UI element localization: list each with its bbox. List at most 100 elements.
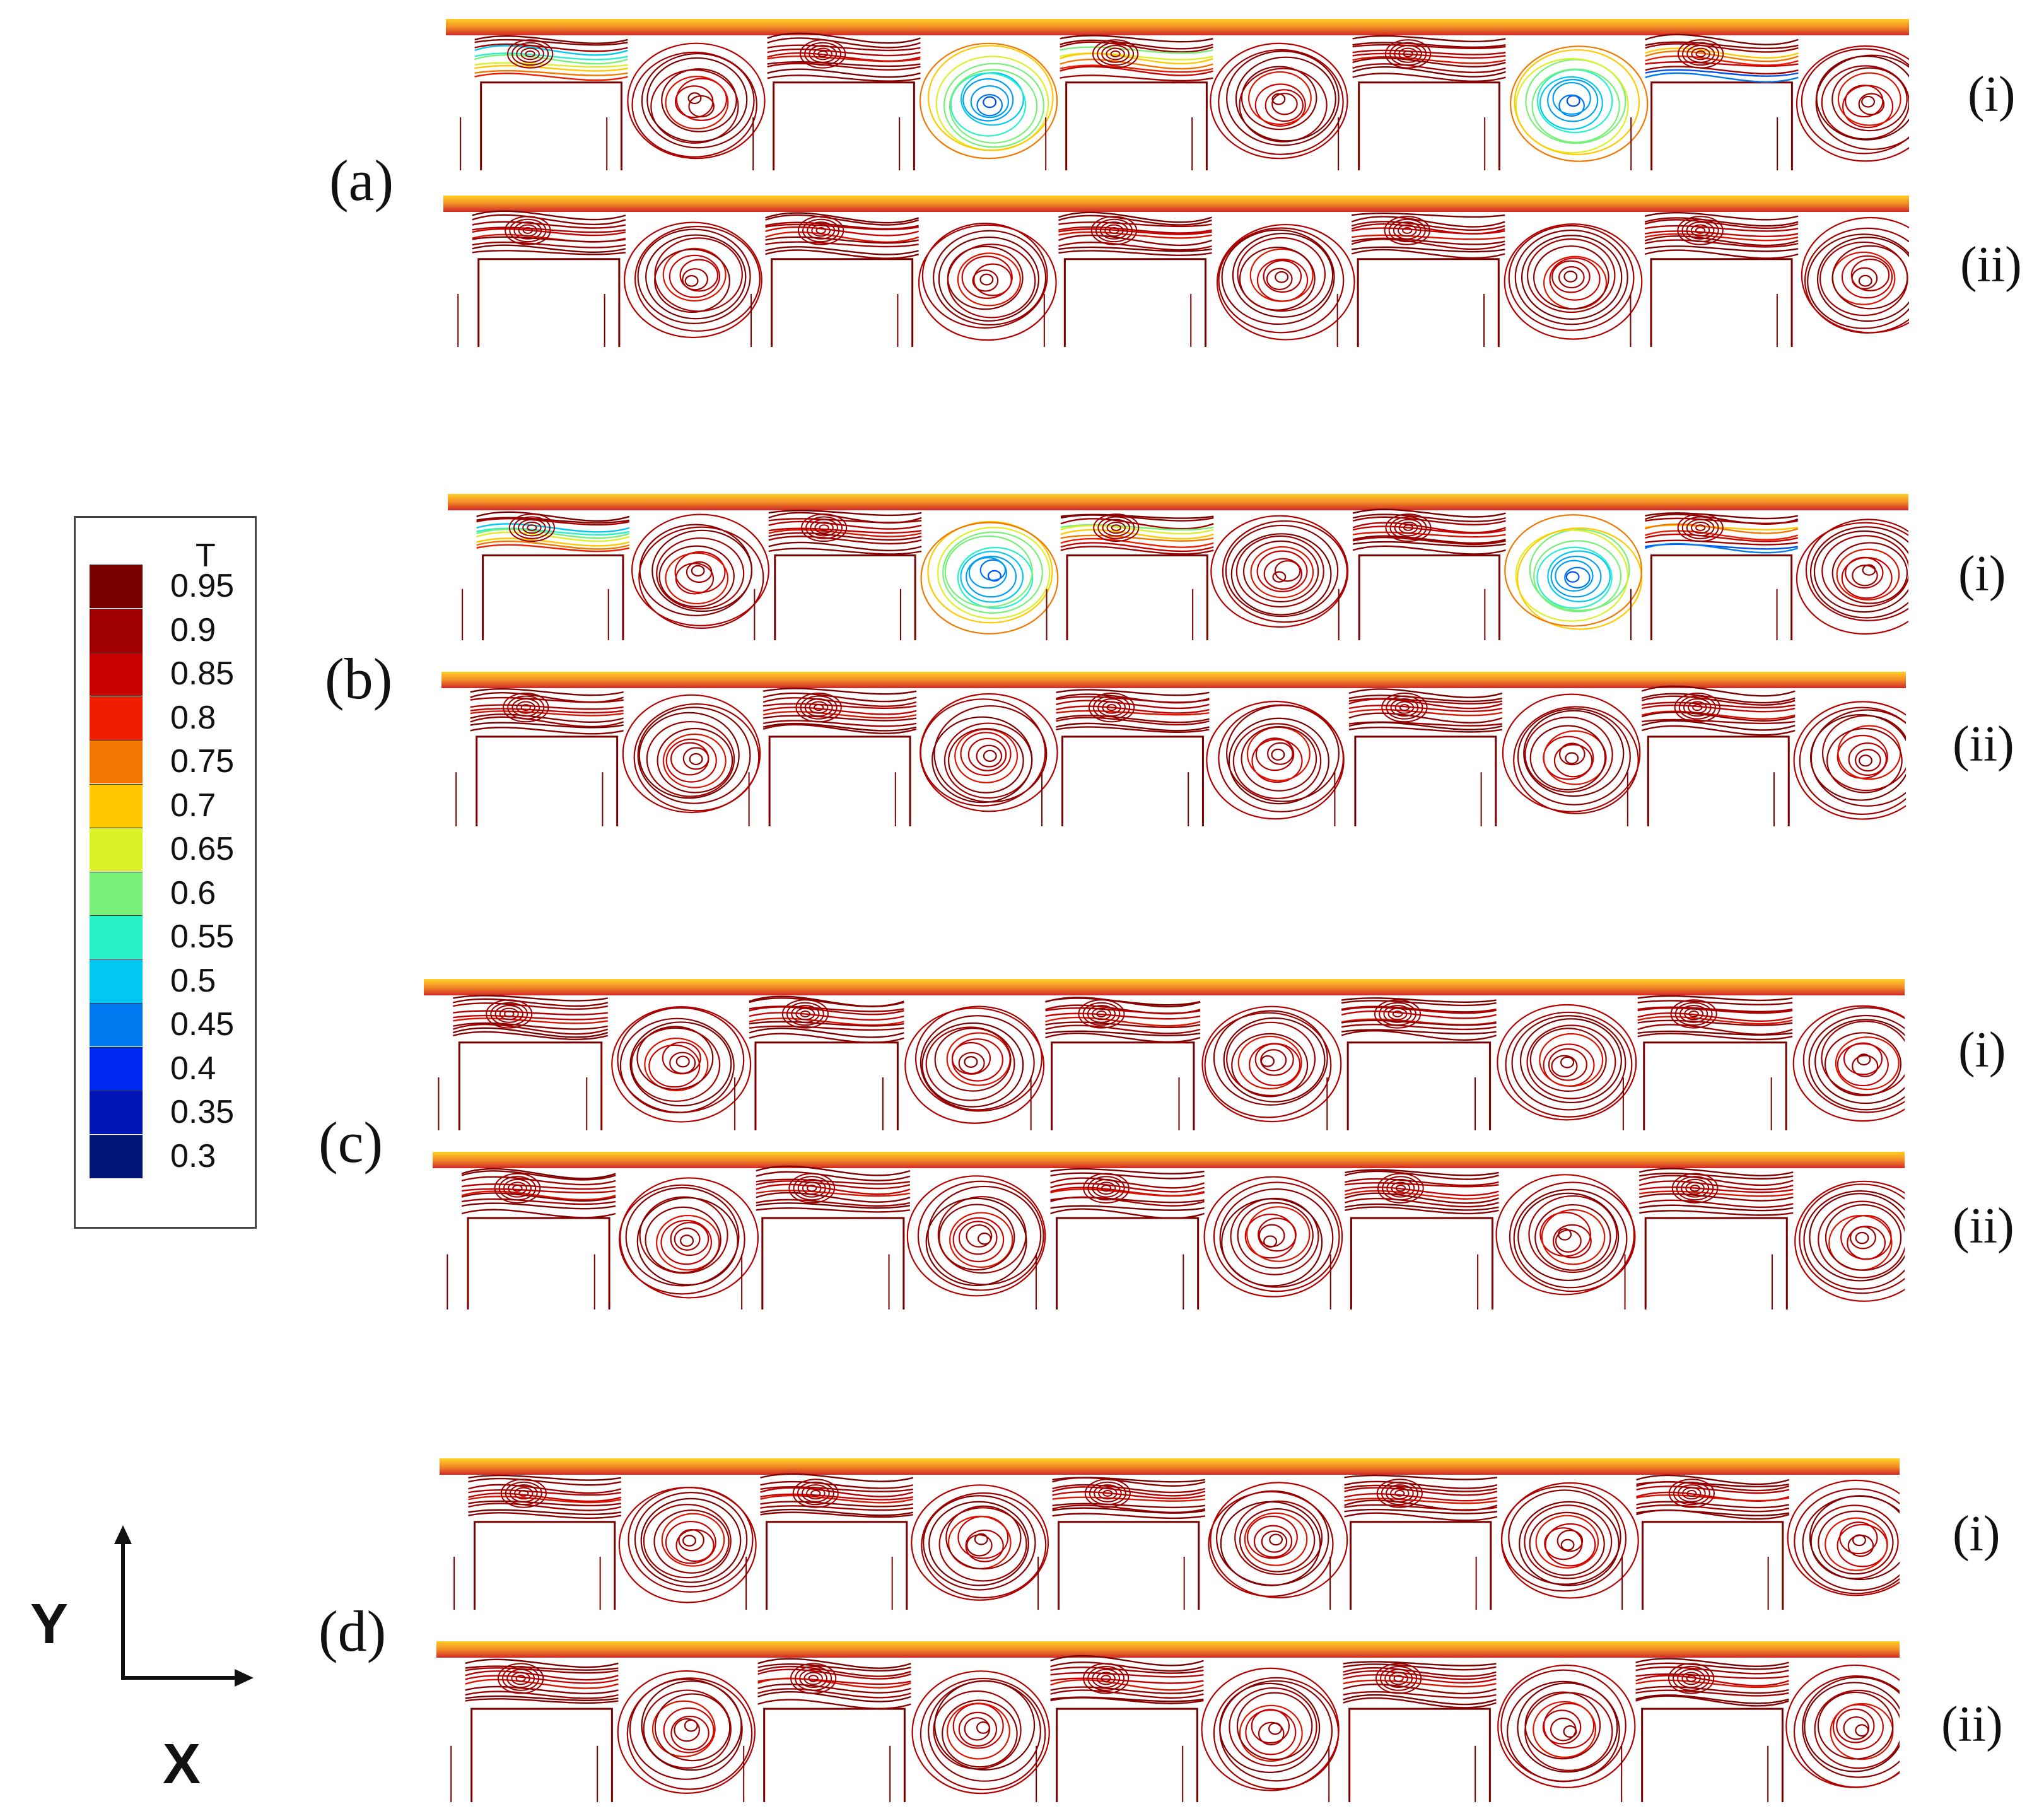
- eddy-streamline: [1686, 1490, 1697, 1497]
- eddy-streamline: [1385, 513, 1432, 542]
- streamline: [1344, 1504, 1498, 1511]
- eddy-streamline: [1671, 1173, 1719, 1204]
- vortex-streamline: [1818, 1200, 1905, 1279]
- vortex-streamline: [1803, 1190, 1905, 1290]
- streamline: [767, 68, 921, 78]
- streamline: [756, 1207, 911, 1213]
- streamline-strip-d-i: [440, 1458, 1900, 1610]
- streamline: [1050, 1196, 1205, 1207]
- streamline: [461, 1198, 616, 1205]
- streamline: [1345, 1192, 1499, 1204]
- vortex-streamline: [631, 51, 757, 158]
- vortex-streamline: [1235, 535, 1324, 608]
- streamline: [1352, 508, 1506, 518]
- vortex-streamline: [927, 520, 1053, 624]
- solid-block-outline: [771, 258, 914, 347]
- vortex-streamline: [1837, 72, 1901, 126]
- vortex-streamline: [657, 727, 733, 794]
- vortex-streamline: [1260, 1055, 1275, 1067]
- vortex-streamline: [617, 1670, 756, 1794]
- vortex-streamline: [1794, 1488, 1900, 1595]
- vortex-streamline: [1821, 65, 1909, 140]
- vortex-streamline: [1543, 1702, 1595, 1749]
- streamline: [1352, 56, 1506, 64]
- row-label-c-i: (i): [1958, 1022, 2006, 1078]
- vortex-streamline: [1850, 258, 1890, 291]
- streamline: [1345, 1203, 1499, 1211]
- row-label-b-i: (i): [1958, 546, 2006, 602]
- streamline-plot: [424, 979, 1905, 1130]
- eddy-streamline: [1084, 1479, 1131, 1508]
- streamline: [760, 1505, 913, 1511]
- streamline: [1638, 1168, 1794, 1176]
- vortex-streamline: [1825, 1517, 1888, 1571]
- eddy-streamline: [795, 1666, 832, 1691]
- vortex-streamline: [1802, 1677, 1900, 1778]
- vortex-streamline: [1271, 93, 1298, 115]
- eddy-streamline: [486, 999, 533, 1029]
- vortex-streamline: [1249, 248, 1314, 302]
- vortex-streamline: [938, 236, 1040, 322]
- vortex-streamline: [1558, 742, 1586, 766]
- streamline: [765, 231, 920, 243]
- streamline: [1636, 1501, 1790, 1509]
- vortex-streamline: [949, 69, 1038, 144]
- streamline-plot: [446, 19, 1909, 170]
- streamline: [465, 1695, 619, 1701]
- vortex-streamline: [1497, 1664, 1636, 1788]
- streamline: [1348, 722, 1503, 730]
- streamline: [470, 704, 624, 710]
- streamline: [1637, 1016, 1793, 1025]
- streamline: [1341, 1029, 1497, 1041]
- streamline: [1639, 1186, 1794, 1193]
- vortex-streamline: [1521, 235, 1623, 320]
- streamline: [472, 250, 626, 255]
- eddy-streamline: [1678, 1484, 1706, 1503]
- eddy-streamline: [1677, 513, 1724, 542]
- eddy-streamline: [511, 1672, 530, 1685]
- streamline: [756, 1192, 911, 1203]
- vortex-streamline: [1556, 1530, 1584, 1552]
- streamline: [468, 1500, 621, 1507]
- solid-block-outline: [470, 1708, 613, 1802]
- vortex-streamline: [938, 1507, 1027, 1582]
- vortex-streamline: [1814, 1019, 1905, 1104]
- eddy-streamline: [1384, 39, 1432, 69]
- eddy-streamline: [1690, 1185, 1700, 1192]
- streamline: [1638, 1173, 1794, 1180]
- eddy-streamline: [1394, 518, 1423, 537]
- streamline: [1637, 1019, 1793, 1026]
- streamline: [465, 1690, 619, 1699]
- streamline: [1351, 237, 1505, 245]
- eddy-streamline: [513, 516, 551, 539]
- streamline-strip-b-i: [448, 494, 1908, 640]
- streamline: [1060, 35, 1213, 43]
- streamline: [1060, 524, 1214, 535]
- vortex-streamline: [1852, 565, 1878, 587]
- streamline: [1060, 66, 1213, 76]
- vortex-streamline: [1543, 730, 1607, 785]
- vortex-streamline: [1266, 267, 1293, 290]
- eddy-streamline: [1679, 1005, 1708, 1023]
- eddy-streamline: [507, 695, 545, 720]
- vortex-streamline: [1515, 529, 1629, 622]
- eddy-streamline: [1682, 42, 1720, 66]
- eddy-streamline: [1097, 516, 1135, 539]
- vortex-streamline: [1799, 706, 1906, 815]
- solid-block-outline: [1056, 1217, 1200, 1309]
- streamline: [1060, 542, 1214, 553]
- eddy-streamline: [511, 698, 540, 717]
- streamline: [757, 1658, 911, 1669]
- eddy-streamline: [518, 1490, 529, 1497]
- row-label-a-ii: (ii): [1960, 237, 2022, 293]
- vortex-streamline: [1552, 1224, 1592, 1258]
- eddy-streamline: [518, 224, 538, 237]
- vortex-streamline: [641, 52, 755, 149]
- vortex-streamline: [1809, 1193, 1905, 1282]
- eddy-streamline: [1102, 1490, 1113, 1497]
- solid-block-outline: [480, 81, 622, 170]
- vortex-streamline: [931, 716, 1033, 804]
- vortex-streamline: [947, 728, 1024, 794]
- eddy-streamline: [1387, 1007, 1408, 1021]
- eddy-streamline: [1092, 1007, 1111, 1021]
